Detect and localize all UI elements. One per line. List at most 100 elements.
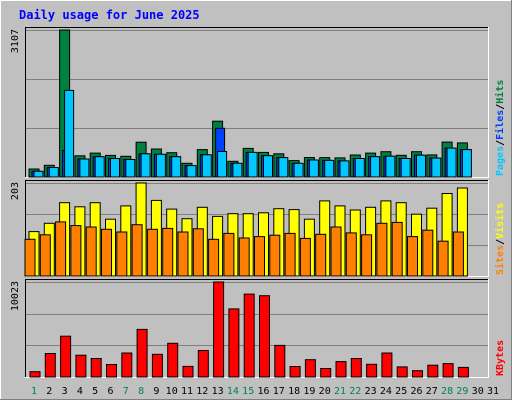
day-label-4: 4 bbox=[77, 386, 83, 397]
bar-kbytes-day-6 bbox=[106, 364, 117, 378]
bar-kbytes-day-28 bbox=[442, 363, 454, 378]
legend-entry: Pages bbox=[495, 146, 506, 176]
day-label-17: 17 bbox=[273, 386, 285, 397]
day-label-27: 27 bbox=[426, 386, 438, 397]
bar-kbytes-day-13 bbox=[213, 281, 225, 378]
bar-kbytes-day-17 bbox=[274, 344, 286, 378]
bar-pages-day-21 bbox=[339, 160, 350, 178]
bar-sites-day-17 bbox=[269, 234, 281, 277]
bar-kbytes-day-29 bbox=[457, 366, 469, 378]
bar-kbytes-day-11 bbox=[182, 365, 194, 378]
legend: KBytes bbox=[495, 340, 506, 376]
day-label-9: 9 bbox=[153, 386, 159, 397]
bar-pages-day-26 bbox=[416, 154, 426, 178]
bar-sites-day-29 bbox=[452, 231, 464, 277]
day-label-29: 29 bbox=[456, 386, 468, 397]
bar-pages-day-28 bbox=[446, 147, 457, 178]
bar-pages-day-22 bbox=[354, 158, 365, 178]
bar-pages-day-20 bbox=[324, 159, 335, 178]
bar-sites-day-20 bbox=[315, 233, 327, 277]
bar-sites-day-28 bbox=[437, 240, 449, 277]
bar-sites-day-9 bbox=[146, 228, 158, 277]
bar-sites-day-15 bbox=[238, 237, 250, 277]
bar-pages-day-16 bbox=[263, 155, 273, 178]
bar-kbytes-day-10 bbox=[167, 342, 179, 378]
bar-pages-day-13 bbox=[217, 151, 228, 178]
panel-visits-sites: 203 Sites/Visits bbox=[10, 180, 506, 277]
bar-pages-day-4 bbox=[79, 158, 90, 178]
bar-sites-day-12 bbox=[192, 228, 204, 277]
legend-entry: / bbox=[495, 104, 506, 110]
day-label-14: 14 bbox=[227, 386, 239, 397]
bar-pages-day-23 bbox=[370, 156, 381, 178]
bar-pages-day-8 bbox=[140, 153, 151, 178]
day-label-31: 31 bbox=[487, 386, 499, 397]
bar-sites-day-7 bbox=[116, 231, 128, 277]
day-label-12: 12 bbox=[196, 386, 208, 397]
bar-sites-day-22 bbox=[345, 232, 357, 277]
legend: Sites/Visits bbox=[494, 203, 506, 275]
bar-pages-day-5 bbox=[94, 156, 105, 178]
bar-kbytes-day-14 bbox=[228, 308, 240, 378]
legend-entry: / bbox=[495, 239, 506, 245]
bar-pages-day-18 bbox=[293, 162, 304, 178]
legend-entry: Visits bbox=[494, 203, 506, 239]
day-label-28: 28 bbox=[441, 386, 453, 397]
bar-pages-day-7 bbox=[125, 159, 136, 178]
bar-pages-day-19 bbox=[308, 159, 319, 178]
bar-pages-day-3 bbox=[64, 89, 75, 178]
bar-pages-day-11 bbox=[186, 165, 197, 178]
bar-sites-day-24 bbox=[376, 222, 388, 277]
day-label-11: 11 bbox=[181, 386, 193, 397]
bar-sites-day-26 bbox=[407, 236, 418, 277]
legend-entry: / bbox=[495, 140, 506, 146]
bar-kbytes-day-7 bbox=[121, 352, 133, 378]
day-label-25: 25 bbox=[395, 386, 407, 397]
panel-kbytes: 10023 KBytes bbox=[10, 279, 506, 378]
bar-sites-day-6 bbox=[101, 228, 112, 277]
panels: 3107Pages/Files/Hits203Sites/Visits10023… bbox=[10, 27, 506, 378]
bar-sites-day-21 bbox=[330, 226, 342, 277]
bar-pages-day-24 bbox=[385, 155, 396, 178]
bar-kbytes-day-18 bbox=[289, 366, 301, 378]
bar-kbytes-day-20 bbox=[320, 368, 332, 378]
day-label-30: 30 bbox=[472, 386, 484, 397]
bar-pages-day-17 bbox=[278, 157, 289, 178]
day-label-22: 22 bbox=[349, 386, 361, 397]
day-label-1: 1 bbox=[31, 386, 37, 397]
bar-kbytes-day-5 bbox=[90, 358, 102, 378]
bar-kbytes-day-27 bbox=[427, 364, 439, 378]
bar-sites-day-19 bbox=[299, 237, 311, 277]
legend-entry: KBytes bbox=[495, 340, 506, 376]
day-label-6: 6 bbox=[107, 386, 113, 397]
day-label-18: 18 bbox=[288, 386, 300, 397]
legend-entry: Sites bbox=[494, 245, 506, 275]
bar-pages-day-27 bbox=[431, 157, 442, 178]
day-label-13: 13 bbox=[212, 386, 224, 397]
day-label-16: 16 bbox=[257, 386, 269, 397]
bar-sites-day-2 bbox=[39, 234, 51, 277]
bar-sites-day-5 bbox=[85, 226, 97, 277]
bar-kbytes-day-12 bbox=[197, 350, 209, 378]
bar-sites-day-16 bbox=[254, 236, 265, 277]
bar-kbytes-day-26 bbox=[412, 370, 423, 378]
bar-sites-day-1 bbox=[24, 238, 36, 277]
day-label-26: 26 bbox=[410, 386, 422, 397]
day-label-3: 3 bbox=[62, 386, 68, 397]
bar-sites-day-23 bbox=[361, 234, 373, 277]
bar-kbytes-day-16 bbox=[259, 295, 270, 378]
bar-sites-day-14 bbox=[223, 232, 235, 277]
day-label-2: 2 bbox=[46, 386, 52, 397]
axis-max-label: 10023 bbox=[10, 281, 21, 311]
bar-sites-day-27 bbox=[422, 229, 434, 277]
chart-title: Daily usage for June 2025 bbox=[19, 8, 200, 22]
bar-kbytes-day-15 bbox=[243, 293, 255, 378]
bar-kbytes-day-9 bbox=[151, 353, 163, 378]
legend-entry: Hits bbox=[494, 80, 506, 104]
bar-kbytes-day-1 bbox=[29, 371, 41, 378]
bar-sites-day-13 bbox=[208, 238, 220, 277]
day-label-15: 15 bbox=[242, 386, 254, 397]
day-label-8: 8 bbox=[138, 386, 144, 397]
